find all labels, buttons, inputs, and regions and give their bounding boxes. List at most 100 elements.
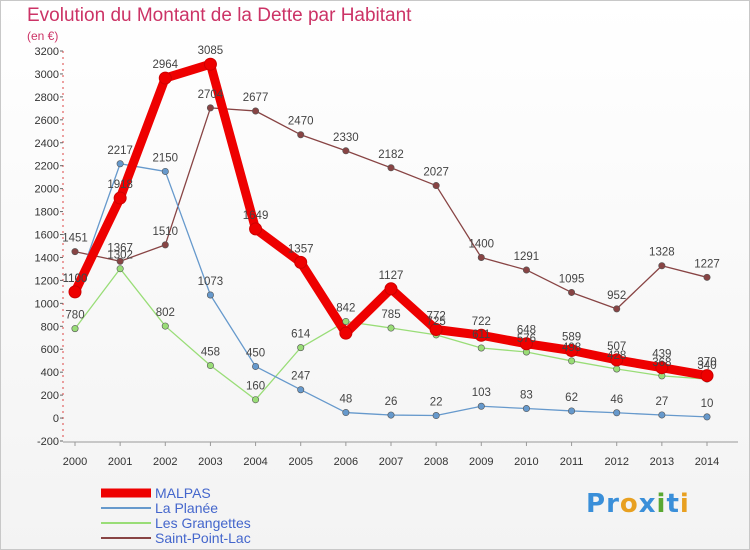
data-labels: 1100 1918 2964 3085 1649 1357 1127 772 722 648 589…: [62, 45, 720, 410]
data-label: 2677: [243, 92, 269, 104]
data-point: [294, 255, 308, 269]
data-label: 48: [339, 394, 352, 406]
data-label: 340: [697, 360, 716, 372]
y-tick-label: 800: [41, 321, 59, 333]
data-point: [71, 325, 79, 333]
data-label: 1291: [514, 251, 540, 263]
data-point: [297, 131, 305, 139]
data-point: [342, 147, 350, 155]
data-label: 2027: [423, 167, 449, 179]
y-tick-label: 3200: [35, 46, 59, 58]
data-label: 802: [156, 307, 175, 319]
x-tick-label: 2010: [514, 456, 538, 468]
data-point: [342, 409, 350, 417]
data-label: 2150: [152, 152, 178, 164]
y-tick-label: 600: [41, 344, 59, 356]
data-point: [297, 344, 305, 352]
data-label: 785: [381, 309, 400, 321]
x-tick-label: 2006: [334, 456, 358, 468]
data-point: [113, 191, 127, 205]
y-tick-label: 2800: [35, 92, 59, 104]
data-point: [339, 326, 353, 340]
data-point: [206, 362, 214, 370]
legend-label: La Planée: [155, 500, 218, 516]
data-label: 450: [246, 347, 265, 359]
data-point: [522, 266, 530, 274]
brand-letter: o: [619, 489, 639, 519]
data-point: [116, 160, 124, 168]
data-point: [519, 337, 533, 351]
data-label: 772: [427, 311, 446, 323]
data-label: 1367: [107, 242, 133, 254]
x-tick-label: 2005: [288, 456, 312, 468]
legend-label: MALPAS: [155, 485, 211, 501]
y-tick-label: 1800: [35, 207, 59, 219]
data-label: 1328: [649, 247, 675, 259]
data-label: 247: [291, 371, 310, 383]
data-label: 1357: [288, 243, 314, 255]
x-tick-label: 2002: [153, 456, 177, 468]
data-label: 46: [610, 394, 623, 406]
data-point: [613, 365, 621, 373]
x-tick-label: 2011: [560, 456, 584, 468]
data-label: 83: [520, 390, 533, 402]
y-tick-label: 1200: [35, 275, 59, 287]
data-label: 370: [697, 357, 716, 369]
data-point: [610, 353, 624, 367]
data-label: 439: [652, 349, 671, 361]
data-label: 1073: [198, 276, 224, 288]
data-point: [68, 285, 82, 299]
y-tick-label: 3000: [35, 69, 59, 81]
data-label: 27: [655, 396, 668, 408]
data-point: [613, 409, 621, 417]
y-tick-label: 1400: [35, 252, 59, 264]
data-label: 1127: [379, 270, 404, 282]
data-label: 62: [565, 392, 578, 404]
data-point: [655, 361, 669, 375]
data-label: 498: [562, 342, 581, 354]
data-label: 1100: [63, 273, 88, 285]
data-point: [297, 386, 305, 394]
data-label: 2217: [107, 145, 133, 157]
data-label: 2330: [333, 132, 359, 144]
data-point: [568, 357, 576, 365]
data-point: [658, 262, 666, 270]
data-point: [161, 167, 169, 175]
data-label: 10: [701, 398, 714, 410]
data-point: [700, 369, 714, 383]
data-point: [252, 107, 260, 115]
data-label: 1918: [107, 179, 133, 191]
y-tick-label: 0: [53, 413, 59, 425]
brand-letter: r: [606, 489, 620, 519]
data-point: [432, 412, 440, 420]
data-label: 26: [385, 396, 398, 408]
brand-letter: P: [586, 489, 607, 519]
data-label: 1400: [468, 238, 494, 250]
data-label: 576: [517, 333, 536, 345]
data-point: [387, 324, 395, 332]
x-tick-label: 2009: [469, 456, 493, 468]
y-tick-label: 400: [41, 367, 59, 379]
x-tick-label: 2007: [379, 456, 403, 468]
data-label: 589: [562, 331, 581, 343]
data-label: 648: [517, 325, 536, 337]
data-label: 780: [65, 310, 84, 322]
data-point: [161, 322, 169, 330]
x-tick-label: 2013: [650, 456, 674, 468]
data-point: [161, 241, 169, 249]
data-label: 2182: [378, 149, 404, 161]
data-point: [429, 323, 443, 337]
chart-title: Evolution du Montant de la Dette par Hab…: [27, 5, 412, 26]
data-label: 1100: [63, 273, 88, 285]
data-point: [342, 317, 350, 325]
data-point: [71, 248, 79, 256]
data-label: 22: [430, 397, 443, 409]
data-point: [568, 288, 576, 296]
data-label: 428: [607, 350, 626, 362]
y-tick-label: 2000: [35, 184, 59, 196]
data-point: [252, 396, 260, 404]
legend-label: Saint-Point-Lac: [155, 530, 251, 546]
y-tick-label: 2600: [35, 115, 59, 127]
x-tick-label: 2001: [108, 456, 132, 468]
